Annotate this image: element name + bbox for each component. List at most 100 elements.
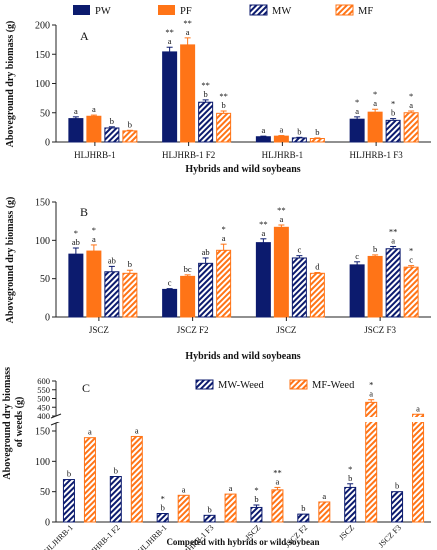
legend-label-mw-weed: MW-Weed — [218, 380, 265, 391]
y-tick-label: 0 — [45, 138, 50, 149]
panel-c: Aboveground dry biomass of weeds (g) 0 50… — [2, 364, 431, 550]
bar-pf-3 — [367, 111, 383, 143]
significance-stars: ** — [277, 205, 286, 215]
legend-panel-c: MW-Weed MF-Weed — [195, 379, 355, 391]
significance-stars: ** — [273, 467, 282, 477]
bar-mw-weed-2 — [156, 513, 169, 523]
significance-stars: * — [373, 89, 377, 99]
significance-letter: a — [229, 483, 233, 493]
significance-letter: a — [182, 484, 186, 494]
bar-pw-1 — [162, 51, 178, 143]
y-tick-label: 500 — [37, 394, 50, 404]
significance-letter: a — [261, 125, 265, 135]
y-tick-label: 100 — [35, 457, 50, 468]
significance-letter: a — [391, 235, 395, 245]
significance-letter: a — [279, 214, 283, 224]
significance-letter: b — [204, 89, 208, 99]
panel-a-xlabel: Hybrids and wild soybeans — [185, 164, 300, 175]
significance-stars: * — [161, 494, 165, 504]
bar-mf-weed-7 — [412, 413, 425, 523]
significance-letter: b — [395, 481, 399, 491]
bar-pw-3 — [349, 118, 365, 143]
panel-c-label: C — [82, 381, 90, 395]
y-tick-label: 150 — [35, 198, 50, 209]
y-tick-label: 50 — [40, 274, 50, 285]
significance-letter: b — [373, 244, 377, 254]
bar-pw-1 — [162, 288, 178, 318]
bar-mf-2 — [309, 137, 325, 143]
significance-letter: b — [391, 108, 395, 118]
panel-b-yticks: 0 50 100 150 — [35, 198, 56, 324]
panel-c-ylabel: Aboveground dry biomass of weeds (g) — [2, 364, 25, 479]
significance-stars: ** — [201, 80, 210, 90]
significance-letter: ab — [72, 237, 80, 247]
legend-label-mw: MW — [272, 6, 291, 17]
bar-mf-0 — [122, 272, 138, 318]
category-label-jscz-f2: JSCZ F2 — [177, 325, 209, 335]
significance-letter: b — [110, 116, 114, 126]
category-label-hljhrb-1: HLJHRB-1 — [74, 150, 116, 160]
y-tick-label: 450 — [37, 402, 50, 412]
bar-mw-0 — [104, 127, 120, 143]
significance-letter: d — [315, 262, 320, 272]
bar-pf-2 — [273, 226, 289, 318]
significance-stars: * — [348, 464, 352, 474]
y-tick-label: 400 — [37, 411, 50, 421]
panel-b-categories: JSCZ JSCZ F2 JSCZ JSCZ F3 — [89, 317, 397, 335]
y-tick-label: 0 — [45, 518, 50, 529]
category-label-hljhrb-1-f3: HLJHRB-1 F3 — [349, 150, 403, 160]
panel-a-bars: a ab ba** a**b**b**a a b ba* a*b* a* — [68, 18, 419, 143]
bar-mw-1 — [198, 101, 214, 143]
category-label-jscz-f3: JSCZ F3 — [364, 325, 396, 335]
category-label-jscz: JSCZ — [89, 325, 109, 335]
bar-mf-weed-4 — [271, 489, 284, 523]
significance-stars: * — [92, 225, 96, 235]
category-label-jscz: JSCZ — [337, 523, 356, 542]
legend-label-mf-weed: MF-Weed — [312, 380, 355, 391]
significance-letter: a — [369, 389, 373, 399]
significance-letter: c — [409, 255, 413, 265]
significance-letter: c — [168, 278, 172, 288]
significance-letter: a — [222, 233, 226, 243]
y-tick-label: 50 — [40, 487, 50, 498]
significance-letter: a — [135, 425, 139, 435]
significance-letter: c — [297, 245, 301, 255]
significance-letter: ab — [108, 255, 116, 265]
bar-mf-2 — [309, 272, 325, 318]
category-label-hljhrb-1: HLJHRB-1 — [136, 523, 168, 550]
bar-mw-weed-0 — [62, 479, 75, 523]
legend-panel-a: PW PF MW MF — [73, 4, 373, 17]
panel-a-ylabel: Aboveground dry biomass (g) — [5, 21, 16, 148]
bar-pw-0 — [68, 118, 84, 143]
bar-mf-0 — [122, 130, 138, 143]
significance-letter: a — [355, 106, 359, 116]
bar-pf-1 — [180, 44, 196, 143]
significance-letter: b — [222, 100, 226, 110]
panel-a-yticks: 0 50 100 150 200 — [35, 21, 56, 149]
significance-letter: ab — [202, 247, 210, 257]
bar-pw-2 — [255, 136, 271, 143]
panel-c-xlabel: Competed with hybrids or wild soybean — [166, 537, 319, 547]
bar-mw-weed-4 — [250, 506, 263, 523]
panel-b-ylabel: Aboveground dry biomass (g) — [5, 197, 16, 324]
y-tick-label: 150 — [35, 427, 50, 438]
bar-mf-weed-1 — [130, 435, 143, 523]
bar-mw-weed-3 — [203, 514, 216, 523]
legend-label-mf: MF — [358, 6, 373, 17]
bar-mw-weed-1 — [109, 476, 122, 523]
category-label-jscz-f3: JSCZ F3 — [377, 523, 403, 549]
panel-b-xlabel: Hybrids and wild soybeans — [185, 351, 300, 362]
bar-pf-3 — [367, 255, 383, 318]
significance-letter: a — [279, 125, 283, 135]
significance-letter: a — [168, 36, 172, 46]
significance-letter: b — [128, 119, 132, 129]
significance-letter: a — [261, 228, 265, 238]
significance-stars: * — [74, 228, 78, 238]
panel-a-categories: HLJHRB-1 HLJHRB-1 F2 HLJHRB-1 HLJHRB-1 F3 — [74, 142, 403, 160]
significance-letter: a — [74, 106, 78, 116]
significance-letter: a — [92, 104, 96, 114]
significance-letter: b — [207, 504, 211, 514]
bar-mf-1 — [216, 249, 232, 318]
bar-pw-2 — [255, 242, 271, 318]
significance-letter: a — [186, 27, 190, 37]
